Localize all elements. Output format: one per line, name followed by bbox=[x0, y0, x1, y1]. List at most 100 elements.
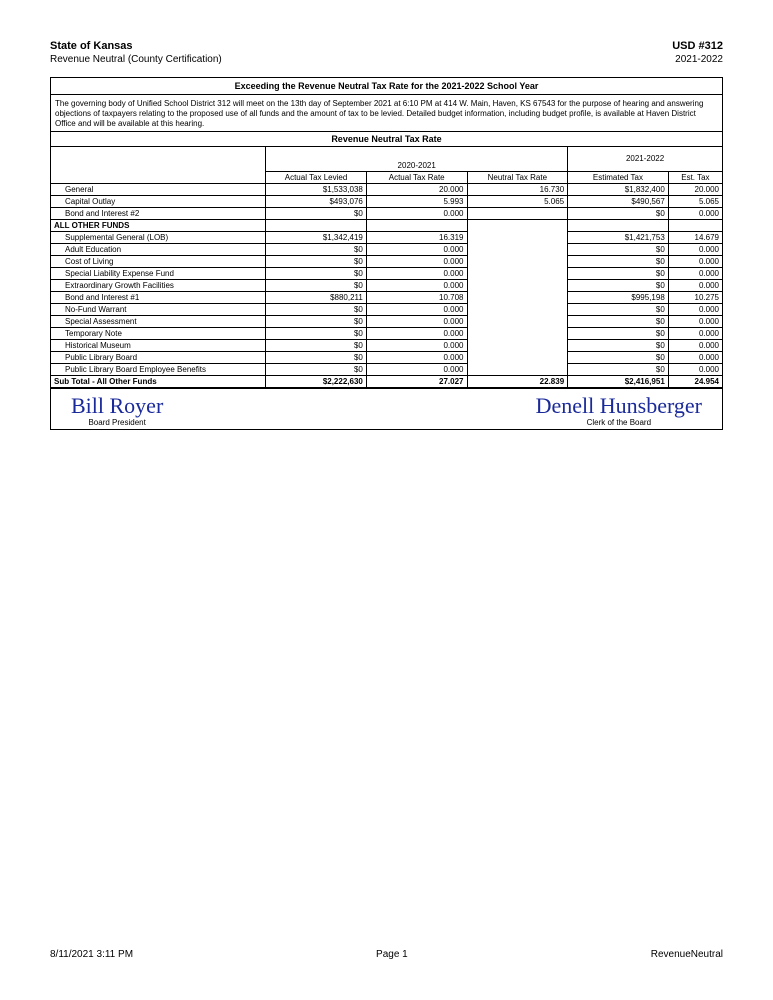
signature-title-right: Clerk of the Board bbox=[536, 417, 702, 427]
blank-neutral-block bbox=[467, 219, 568, 375]
cell: 0.000 bbox=[668, 207, 722, 219]
table-row: Capital Outlay $493,076 5.993 5.065 $490… bbox=[51, 195, 722, 207]
row-label: Capital Outlay bbox=[51, 195, 266, 207]
cell: $0 bbox=[266, 279, 367, 291]
cell: 0.000 bbox=[668, 243, 722, 255]
cell bbox=[467, 207, 568, 219]
cell: $0 bbox=[266, 255, 367, 267]
cell: 0.000 bbox=[366, 351, 467, 363]
cell: 0.000 bbox=[668, 267, 722, 279]
header-usd: USD #312 bbox=[672, 40, 723, 52]
cell: 0.000 bbox=[366, 363, 467, 375]
cell: $0 bbox=[266, 267, 367, 279]
row-label: General bbox=[51, 183, 266, 195]
cell: 10.275 bbox=[668, 291, 722, 303]
cell: 16.730 bbox=[467, 183, 568, 195]
subtotal-row: Sub Total - All Other Funds $2,222,630 2… bbox=[51, 375, 722, 387]
header-subtitle-left: Revenue Neutral (County Certification) bbox=[50, 54, 222, 65]
table-row: Public Library Board $0 0.000 $0 0.000 bbox=[51, 351, 722, 363]
table-row: Special Liability Expense Fund $0 0.000 … bbox=[51, 267, 722, 279]
table-row: Bond and Interest #1 $880,211 10.708 $99… bbox=[51, 291, 722, 303]
cell: 0.000 bbox=[668, 339, 722, 351]
header-subtitle-right: 2021-2022 bbox=[675, 54, 723, 65]
cell: 5.065 bbox=[467, 195, 568, 207]
cell: $0 bbox=[266, 207, 367, 219]
table-row: Bond and Interest #2 $0 0.000 $0 0.000 bbox=[51, 207, 722, 219]
table-row: Cost of Living $0 0.000 $0 0.000 bbox=[51, 255, 722, 267]
document-box: Exceeding the Revenue Neutral Tax Rate f… bbox=[50, 77, 723, 430]
cell: $0 bbox=[568, 351, 669, 363]
table-row: Supplemental General (LOB) $1,342,419 16… bbox=[51, 231, 722, 243]
cell: $0 bbox=[568, 315, 669, 327]
cell: 0.000 bbox=[366, 243, 467, 255]
row-label: Public Library Board Employee Benefits bbox=[51, 363, 266, 375]
document-title: Exceeding the Revenue Neutral Tax Rate f… bbox=[51, 78, 722, 95]
cell: $0 bbox=[568, 303, 669, 315]
page-footer: 8/11/2021 3:11 PM Page 1 RevenueNeutral bbox=[50, 949, 723, 960]
cell: 0.000 bbox=[668, 351, 722, 363]
row-label: Sub Total - All Other Funds bbox=[51, 375, 266, 387]
cell: $1,832,400 bbox=[568, 183, 669, 195]
cell: 16.319 bbox=[366, 231, 467, 243]
row-label: ALL OTHER FUNDS bbox=[51, 219, 266, 231]
signature-script-left: Bill Royer bbox=[71, 395, 163, 417]
row-label: Cost of Living bbox=[51, 255, 266, 267]
row-label: Historical Museum bbox=[51, 339, 266, 351]
cell: $493,076 bbox=[266, 195, 367, 207]
col-est-rate: Est. Tax bbox=[668, 171, 722, 183]
cell: $0 bbox=[266, 315, 367, 327]
cell: $0 bbox=[568, 339, 669, 351]
cell: $490,567 bbox=[568, 195, 669, 207]
signature-title-left: Board President bbox=[71, 417, 163, 427]
cell: 10.708 bbox=[366, 291, 467, 303]
col-neutral-rate: Neutral Tax Rate bbox=[467, 171, 568, 183]
row-label: Bond and Interest #2 bbox=[51, 207, 266, 219]
cell: 0.000 bbox=[668, 327, 722, 339]
cell: 22.839 bbox=[467, 375, 568, 387]
table-row: Extraordinary Growth Facilities $0 0.000… bbox=[51, 279, 722, 291]
cell: $0 bbox=[266, 339, 367, 351]
row-label: Temporary Note bbox=[51, 327, 266, 339]
cell: $0 bbox=[568, 363, 669, 375]
cell: $0 bbox=[568, 267, 669, 279]
cell: $0 bbox=[266, 351, 367, 363]
year-prev: 2020-2021 bbox=[266, 147, 568, 171]
cell: 0.000 bbox=[366, 339, 467, 351]
table-row: General $1,533,038 20.000 16.730 $1,832,… bbox=[51, 183, 722, 195]
year-header-row: 2020-2021 2021-2022 bbox=[51, 147, 722, 171]
cell: 0.000 bbox=[668, 315, 722, 327]
row-label: Public Library Board bbox=[51, 351, 266, 363]
cell: 0.000 bbox=[668, 255, 722, 267]
all-other-funds-header: ALL OTHER FUNDS bbox=[51, 219, 722, 231]
cell: 0.000 bbox=[366, 207, 467, 219]
cell: $0 bbox=[568, 327, 669, 339]
cell: $0 bbox=[568, 207, 669, 219]
cell: $1,421,753 bbox=[568, 231, 669, 243]
cell: 0.000 bbox=[366, 255, 467, 267]
cell: $2,416,951 bbox=[568, 375, 669, 387]
row-label: Adult Education bbox=[51, 243, 266, 255]
footer-right: RevenueNeutral bbox=[651, 949, 723, 960]
cell: 0.000 bbox=[668, 303, 722, 315]
table-row: Adult Education $0 0.000 $0 0.000 bbox=[51, 243, 722, 255]
cell: $0 bbox=[568, 279, 669, 291]
table-row: Historical Museum $0 0.000 $0 0.000 bbox=[51, 339, 722, 351]
row-label: Special Assessment bbox=[51, 315, 266, 327]
table-row: Temporary Note $0 0.000 $0 0.000 bbox=[51, 327, 722, 339]
cell: $2,222,630 bbox=[266, 375, 367, 387]
cell: 0.000 bbox=[366, 315, 467, 327]
cell: $0 bbox=[266, 303, 367, 315]
table-row: Special Assessment $0 0.000 $0 0.000 bbox=[51, 315, 722, 327]
cell: $0 bbox=[266, 243, 367, 255]
tax-rate-table: 2020-2021 2021-2022 Actual Tax Levied Ac… bbox=[51, 147, 722, 388]
cell: $880,211 bbox=[266, 291, 367, 303]
cell: 27.027 bbox=[366, 375, 467, 387]
row-label: Special Liability Expense Fund bbox=[51, 267, 266, 279]
notice-paragraph: The governing body of Unified School Dis… bbox=[51, 95, 722, 132]
table-row: Public Library Board Employee Benefits $… bbox=[51, 363, 722, 375]
cell: $0 bbox=[266, 327, 367, 339]
footer-page: Page 1 bbox=[376, 949, 408, 960]
cell: $0 bbox=[568, 255, 669, 267]
cell: 14.679 bbox=[668, 231, 722, 243]
cell: 0.000 bbox=[668, 363, 722, 375]
